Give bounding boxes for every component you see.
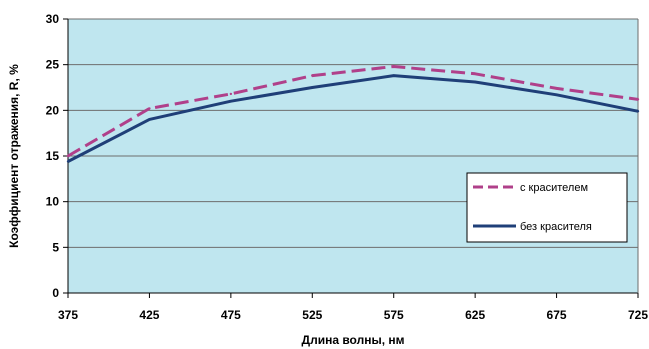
x-tick-label: 725 xyxy=(628,308,648,322)
x-tick-label: 425 xyxy=(139,308,159,322)
data-point-undyed-625 xyxy=(473,80,477,84)
legend-label-dyed: с красителем xyxy=(520,182,588,194)
data-point-undyed-575 xyxy=(392,74,395,77)
x-tick-label: 475 xyxy=(221,308,241,322)
x-tick-label: 625 xyxy=(465,308,485,322)
data-point-undyed-675 xyxy=(555,93,558,97)
y-tick-label: 15 xyxy=(46,149,60,163)
y-tick-label: 10 xyxy=(46,195,60,209)
y-tick-label: 30 xyxy=(46,12,60,26)
y-axis-ticks: 0 5 10 15 20 25 30 xyxy=(46,12,60,300)
y-axis-title: Коэффициент отражения, R, % xyxy=(7,64,21,248)
data-point-dyed-525 xyxy=(311,74,314,77)
data-point-dyed-725 xyxy=(636,98,640,101)
x-axis-ticks: 375 425 475 525 575 625 675 725 xyxy=(58,308,648,322)
legend-label-undyed: без красителя xyxy=(520,221,592,233)
data-point-dyed-425 xyxy=(148,107,151,110)
y-tick-label: 20 xyxy=(46,103,60,117)
data-point-undyed-525 xyxy=(311,86,314,89)
series-line-dyed xyxy=(67,64,639,158)
x-tick-label: 575 xyxy=(384,308,404,322)
y-tick-label: 5 xyxy=(52,240,59,254)
series-line-undyed xyxy=(67,74,639,163)
data-point-undyed-475 xyxy=(229,100,233,103)
data-point-undyed-375 xyxy=(66,160,70,163)
x-tick-label: 675 xyxy=(547,308,567,322)
x-tick-label: 375 xyxy=(58,308,78,322)
y-tick-label: 0 xyxy=(52,286,59,300)
x-tick-label: 525 xyxy=(302,308,322,322)
y-tick-label: 25 xyxy=(46,58,60,72)
legend: с красителем без красителя xyxy=(466,172,628,243)
data-point-undyed-425 xyxy=(148,118,151,121)
x-axis-title: Длина волны, нм xyxy=(302,333,405,347)
data-point-dyed-475 xyxy=(229,92,233,96)
data-point-dyed-675 xyxy=(555,87,558,90)
data-point-dyed-625 xyxy=(473,72,477,76)
data-point-undyed-725 xyxy=(636,110,640,113)
legend-box xyxy=(466,172,628,243)
data-point-dyed-575 xyxy=(392,65,395,68)
series-lines xyxy=(66,64,640,163)
data-point-dyed-375 xyxy=(66,154,70,158)
